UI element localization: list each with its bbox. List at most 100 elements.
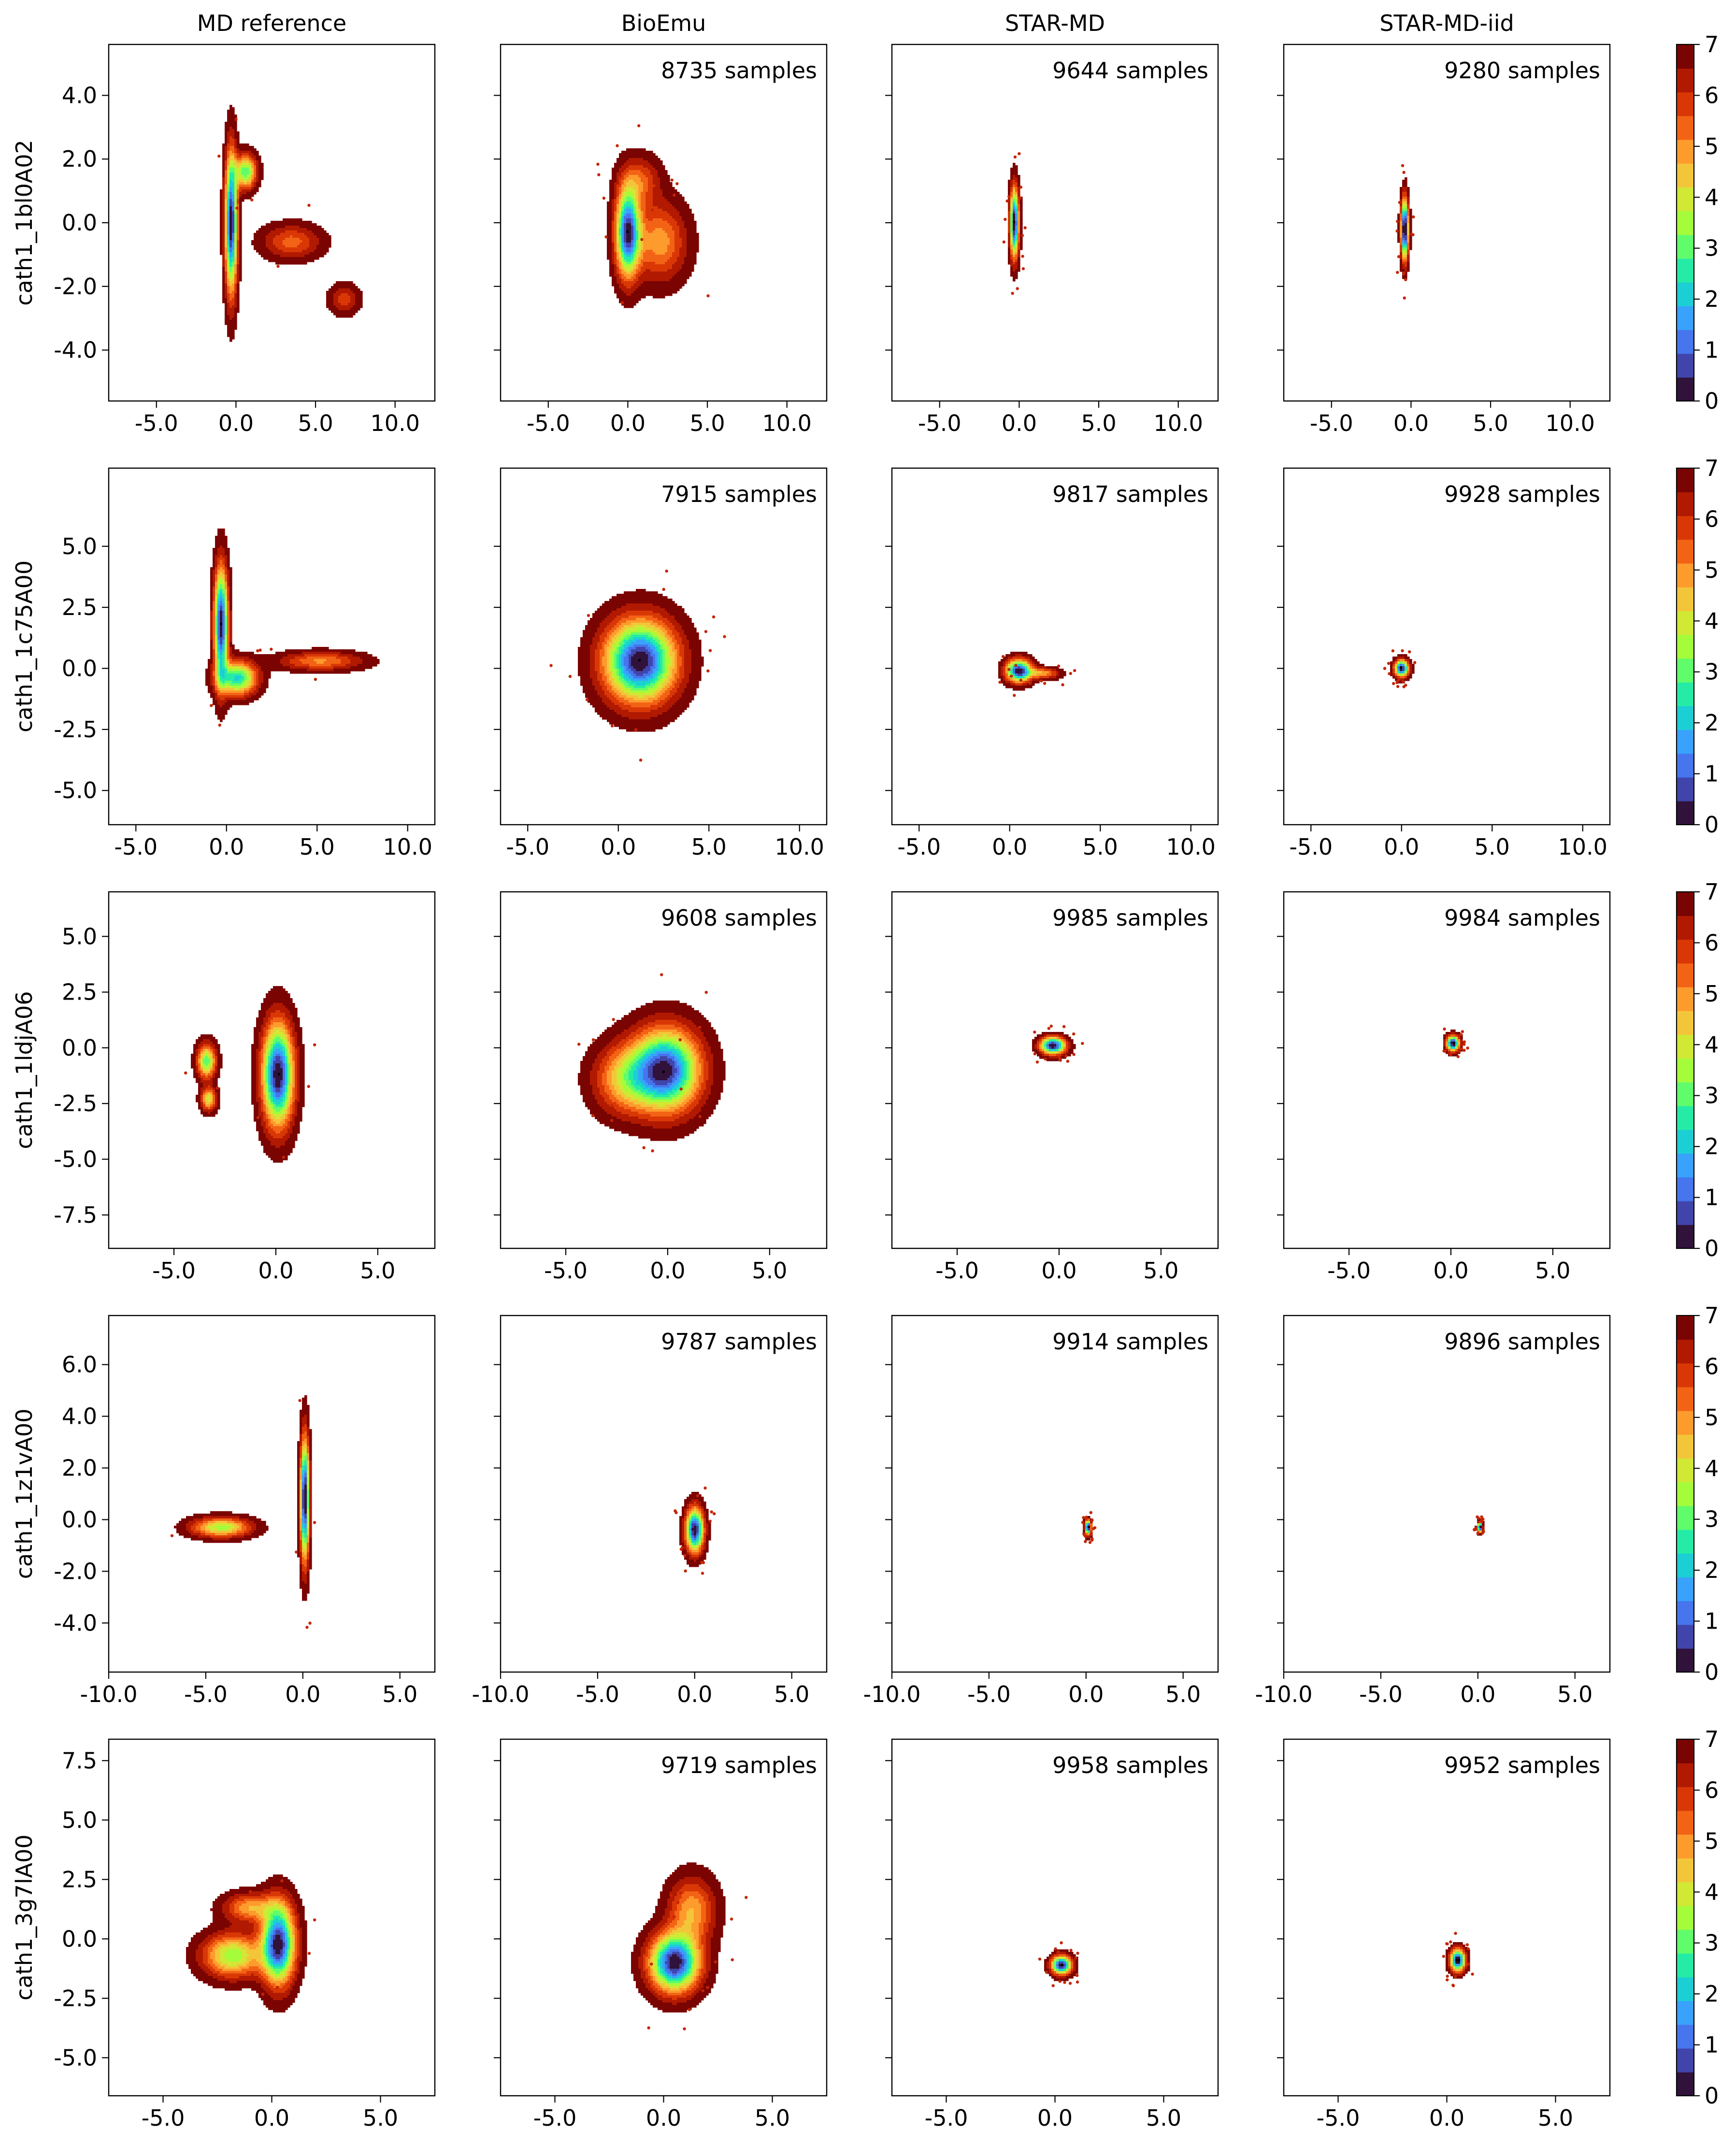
density-cell xyxy=(292,262,295,265)
density-cell xyxy=(217,608,220,611)
density-cell xyxy=(210,630,213,633)
density-cell xyxy=(232,288,235,291)
density-cell xyxy=(674,228,677,231)
density-cell xyxy=(227,124,230,127)
density-cell xyxy=(614,172,617,175)
density-cell xyxy=(1015,221,1018,224)
density-cell xyxy=(220,669,223,672)
density-cell xyxy=(660,230,663,233)
density-cell xyxy=(234,148,237,151)
density-cell xyxy=(266,243,269,245)
density-cell xyxy=(329,654,331,657)
density-cell xyxy=(244,659,247,662)
density-cell xyxy=(225,298,228,301)
density-cell xyxy=(227,567,230,570)
x-tick-label: 0.0 xyxy=(1002,410,1037,436)
density-cell xyxy=(624,243,627,245)
density-cell xyxy=(314,226,317,229)
density-cell xyxy=(614,175,617,178)
density-cell xyxy=(215,558,218,560)
density-cell xyxy=(641,284,644,286)
density-cell xyxy=(638,151,641,154)
density-cell xyxy=(648,252,651,255)
density-cell xyxy=(220,538,223,541)
density-cell xyxy=(309,238,312,241)
density-cell xyxy=(614,204,617,207)
density-cell xyxy=(629,298,631,301)
density-cell xyxy=(239,657,242,659)
density-cell xyxy=(222,228,225,231)
density-cell xyxy=(280,226,283,229)
density-cell xyxy=(249,671,252,674)
density-cell xyxy=(1008,185,1011,187)
density-cell xyxy=(650,250,653,253)
density-cell xyxy=(220,543,223,546)
density-cell xyxy=(1013,262,1016,265)
column-title: STAR-MD-iid xyxy=(1379,10,1514,36)
density-cell xyxy=(213,652,215,655)
density-cell xyxy=(222,247,225,250)
density-cell xyxy=(222,548,225,551)
density-cell xyxy=(367,659,370,662)
density-cell xyxy=(667,192,670,195)
density-cell xyxy=(658,158,660,161)
density-cell xyxy=(612,216,615,219)
density-cell xyxy=(1407,240,1410,243)
density-cell xyxy=(626,298,629,301)
density-cell xyxy=(225,300,228,303)
density-cell xyxy=(258,163,261,166)
density-cell xyxy=(234,293,237,296)
density-cell xyxy=(348,286,351,289)
density-cell xyxy=(670,187,673,190)
density-cell xyxy=(629,192,631,195)
density-cell xyxy=(614,170,617,173)
density-cell xyxy=(619,296,622,299)
density-cell xyxy=(614,221,617,224)
density-cell xyxy=(614,211,617,214)
density-cell xyxy=(1400,257,1403,260)
density-cell xyxy=(612,230,615,233)
density-cell xyxy=(638,291,641,294)
density-cell xyxy=(1013,247,1016,250)
density-cell xyxy=(321,647,324,650)
density-cell xyxy=(691,228,694,231)
density-cell xyxy=(319,238,322,241)
density-cell xyxy=(638,223,641,226)
outlier-point xyxy=(250,198,254,202)
density-cell xyxy=(619,284,622,286)
density-cell xyxy=(1018,204,1020,207)
density-cell xyxy=(617,281,619,284)
density-cell xyxy=(220,628,223,630)
density-cell xyxy=(222,284,225,286)
density-cell xyxy=(283,233,286,236)
density-cell xyxy=(665,197,668,200)
density-cell xyxy=(297,243,300,245)
density-cell xyxy=(295,238,298,241)
density-cell xyxy=(244,175,247,178)
density-cell xyxy=(684,226,687,229)
x-tick-label: -5.0 xyxy=(1310,410,1353,436)
density-cell xyxy=(300,654,302,657)
density-cell xyxy=(230,647,232,650)
density-cell xyxy=(646,238,648,241)
density-cell xyxy=(358,300,360,303)
density-cell xyxy=(215,661,218,664)
density-cell xyxy=(280,243,283,245)
density-cell xyxy=(225,250,228,253)
density-cell xyxy=(217,577,220,580)
density-cell xyxy=(234,252,237,255)
density-cell xyxy=(636,180,639,183)
density-cell xyxy=(691,223,694,226)
density-cell xyxy=(319,671,322,674)
density-cell xyxy=(283,657,286,659)
density-cell xyxy=(672,250,675,253)
density-cell xyxy=(227,252,230,255)
density-cell xyxy=(658,245,660,248)
density-cell xyxy=(237,187,240,190)
density-cell xyxy=(658,221,660,224)
density-cell xyxy=(619,269,622,272)
density-cell xyxy=(633,255,636,258)
density-cell xyxy=(614,182,617,185)
density-cell xyxy=(256,187,259,190)
density-cell xyxy=(636,284,639,286)
